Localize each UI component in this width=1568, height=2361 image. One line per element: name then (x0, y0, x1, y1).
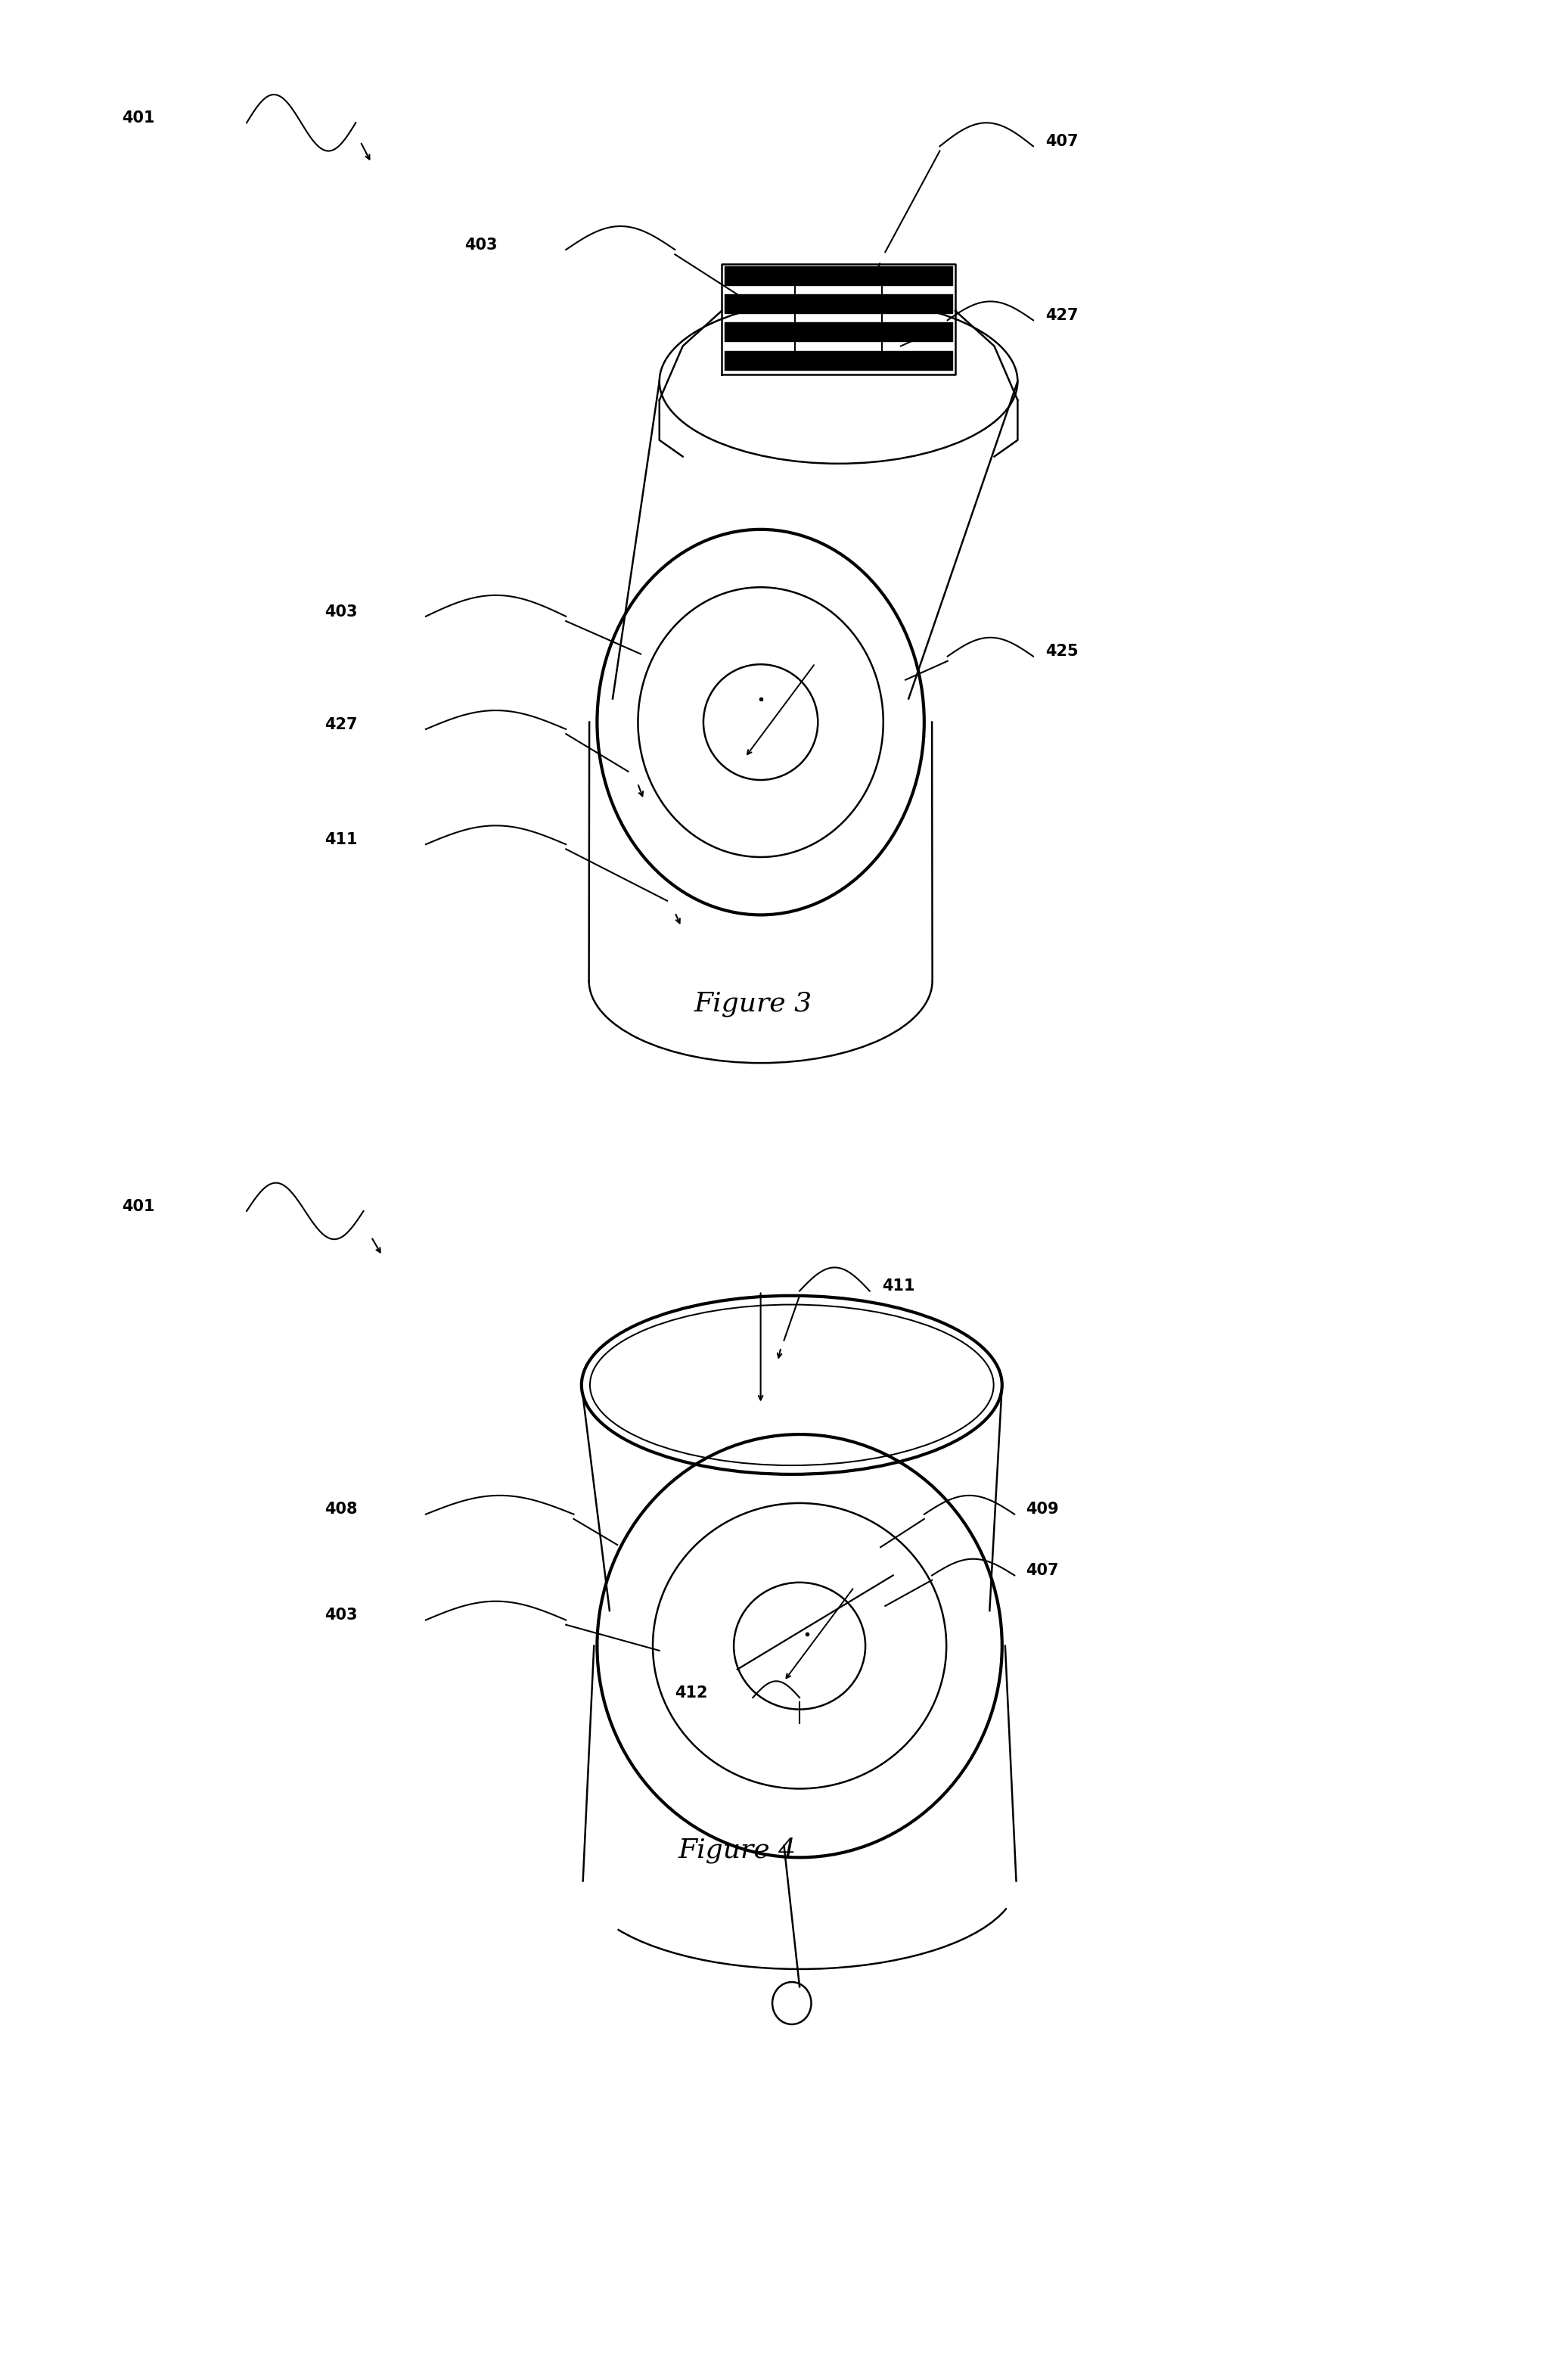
Text: 409: 409 (1025, 1502, 1058, 1518)
Text: 408: 408 (325, 1502, 358, 1518)
Text: Figure 4: Figure 4 (679, 1837, 797, 1863)
Text: 411: 411 (883, 1280, 916, 1294)
Text: 407: 407 (1025, 1563, 1058, 1577)
Text: Figure 3: Figure 3 (693, 992, 812, 1018)
Text: 407: 407 (1046, 135, 1079, 149)
Text: 401: 401 (122, 1199, 155, 1214)
Text: 427: 427 (1046, 307, 1079, 323)
Text: 403: 403 (325, 1608, 358, 1622)
Text: 411: 411 (325, 831, 358, 848)
Text: 403: 403 (325, 604, 358, 619)
Text: 401: 401 (122, 111, 155, 125)
Text: 403: 403 (464, 238, 497, 253)
Text: 425: 425 (1046, 645, 1079, 659)
Text: 427: 427 (325, 718, 358, 732)
Text: 412: 412 (674, 1686, 707, 1700)
